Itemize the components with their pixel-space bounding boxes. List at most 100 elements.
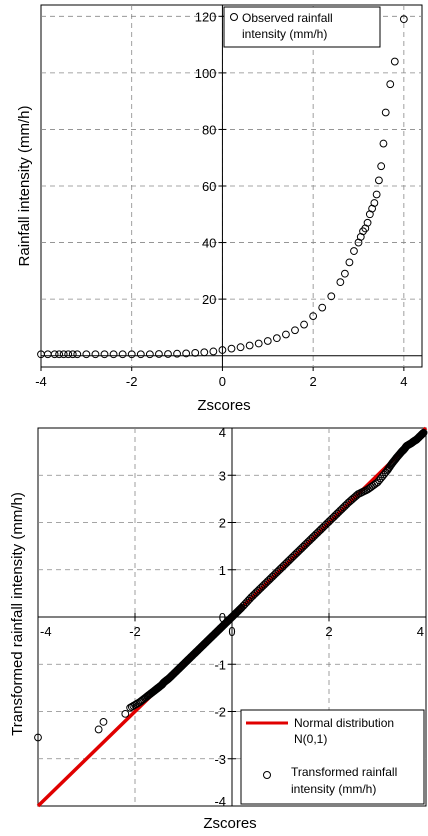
- chart-2-data-point: [302, 539, 311, 548]
- chart-2-legend-label-2-line-1: Transformed rainfall: [291, 765, 397, 779]
- chart-1-data-point: [336, 278, 345, 287]
- chart-2-data-point: [283, 558, 291, 567]
- chart-1-data-point: [182, 349, 191, 358]
- chart-2-data-point: [166, 672, 175, 681]
- chart-1-data-point: [350, 247, 358, 255]
- chart-2-data-point: [263, 577, 272, 586]
- chart-1-data-point: [200, 348, 209, 357]
- chart-1-data-point: [399, 15, 408, 24]
- chart-2-data-point: [370, 480, 379, 489]
- chart-1: -4 -2 0 2 4 20 40 60 80 100 120 Observed rainfall …: [16, 4, 423, 414]
- chart-2-data-point: [171, 668, 180, 677]
- chart-1-data-point: [145, 350, 154, 359]
- chart-2-data-point: [205, 635, 214, 643]
- chart-2-data-point: [321, 520, 330, 529]
- chart-1-data-point: [318, 303, 327, 312]
- chart-2-x-tick-label: 2: [325, 624, 332, 639]
- chart-1-data-point: [227, 344, 236, 353]
- chart-2-x-axis-title: Zscores: [203, 815, 256, 832]
- chart-1-data-point: [263, 337, 272, 345]
- chart-1-data-point: [68, 350, 77, 359]
- chart-1-x-tick-label: -4: [35, 374, 47, 389]
- chart-1-data-point: [245, 341, 254, 350]
- chart-2-data-point: [244, 596, 253, 605]
- chart-2-y-axis-title: Transformed rainfall intensity (mm/h): [9, 492, 26, 736]
- chart-1-x-axis-title: Zscores: [197, 397, 250, 414]
- chart-2-data-point: [416, 431, 425, 440]
- chart-1-data-point: [173, 349, 181, 358]
- chart-1-data-point: [100, 350, 109, 359]
- chart-2-x-tick-label: 4: [417, 624, 424, 639]
- chart-2-data-point: [99, 717, 108, 726]
- chart-2-data-point: [195, 644, 204, 653]
- chart-1-data-point: [59, 350, 68, 359]
- chart-1-data-point: [50, 350, 59, 359]
- chart-1-data-point: [55, 350, 64, 359]
- chart-2-data-point: [186, 654, 194, 662]
- chart-2-data-point: [350, 493, 359, 501]
- chart-2-legend-box: [240, 709, 425, 805]
- chart-2-data-point: [312, 530, 320, 539]
- chart-1-y-tick-label: 40: [202, 236, 216, 251]
- chart-1-data-point: [282, 330, 290, 339]
- chart-1-data-point: [370, 199, 379, 207]
- chart-1-data-point: [73, 350, 82, 359]
- chart-1-x-tick-label: 0: [219, 374, 226, 389]
- chart-2-data-point: [210, 630, 219, 639]
- chart-1-x-tick-label: 4: [400, 374, 407, 389]
- chart-1-data-point: [340, 269, 349, 278]
- chart-2-y-tick-label: 2: [219, 516, 226, 531]
- chart-1-data-point: [254, 339, 263, 348]
- chart-1-data-point: [327, 292, 336, 301]
- chart-1-data-point: [91, 350, 100, 359]
- chart-2-y-tick-label: 1: [219, 563, 226, 578]
- chart-2-data-point: [220, 620, 228, 629]
- chart-1-data-point: [372, 190, 381, 199]
- chart-2-data-point: [380, 470, 388, 479]
- chart-1-y-tick-label: 80: [202, 122, 216, 137]
- chart-1-data-point: [82, 350, 91, 359]
- chart-2: -4 -2 0 2 4 -4 -3 -2 -1 0 1 2 3 4 Normal distribution…: [9, 425, 428, 832]
- chart-2-data-point: [419, 429, 428, 438]
- chart-1-data-point: [291, 326, 299, 335]
- chart-1-data-point: [272, 334, 281, 343]
- chart-2-x-tick-label: -2: [129, 624, 141, 639]
- chart-1-data-point: [390, 57, 399, 66]
- chart-2-data-point: [181, 658, 190, 667]
- chart-1-y-tick-label: 100: [195, 66, 217, 81]
- chart-2-data-point: [229, 611, 238, 620]
- chart-1-data-point: [375, 176, 383, 185]
- chart-1-data-point: [164, 350, 172, 358]
- chart-1-data-point: [109, 350, 118, 359]
- chart-2-y-tick-label: 0: [219, 610, 226, 625]
- chart-1-data-point: [345, 258, 354, 267]
- chart-2-x-tick-label: -4: [40, 624, 52, 639]
- chart-2-data-point: [215, 625, 223, 634]
- chart-1-data-point: [381, 108, 390, 117]
- chart-1-legend: Observed rainfall intensity (mm/h): [223, 6, 381, 48]
- chart-2-legend-label-1-line-1: Normal distribution: [294, 716, 394, 730]
- chart-1-legend-label-line-1: Observed rainfall: [242, 11, 333, 25]
- chart-2-y-tick-label: -4: [214, 794, 226, 809]
- chart-1-data-point: [377, 162, 386, 171]
- chart-2-data-point: [292, 549, 301, 557]
- chart-2-data-point: [235, 606, 244, 614]
- chart-1-legend-label-line-2: intensity (mm/h): [242, 27, 327, 41]
- chart-1-x-tick-label: 2: [310, 374, 317, 389]
- chart-1-data-point: [236, 343, 245, 352]
- chart-1-data-point: [363, 218, 372, 227]
- chart-1-data-point: [300, 320, 308, 329]
- chart-1-x-tick-label: -2: [126, 374, 138, 389]
- chart-2-data-point: [176, 663, 185, 672]
- chart-1-data-point: [191, 348, 200, 357]
- chart-2-legend: Normal distribution N(0,1) Transformed r…: [240, 709, 425, 805]
- chart-1-y-tick-label: 120: [195, 9, 217, 24]
- chart-2-y-tick-label: -2: [214, 705, 226, 720]
- chart-2-data-point: [253, 586, 262, 595]
- chart-2-tick-labels: -4 -2 0 2 4 -4 -3 -2 -1 0 1 2 3 4: [40, 425, 424, 809]
- chart-1-axes: [40, 5, 422, 371]
- chart-2-y-tick-label: 3: [219, 468, 226, 483]
- chart-1-data-point: [155, 350, 163, 358]
- chart-2-y-tick-label: -1: [214, 657, 226, 672]
